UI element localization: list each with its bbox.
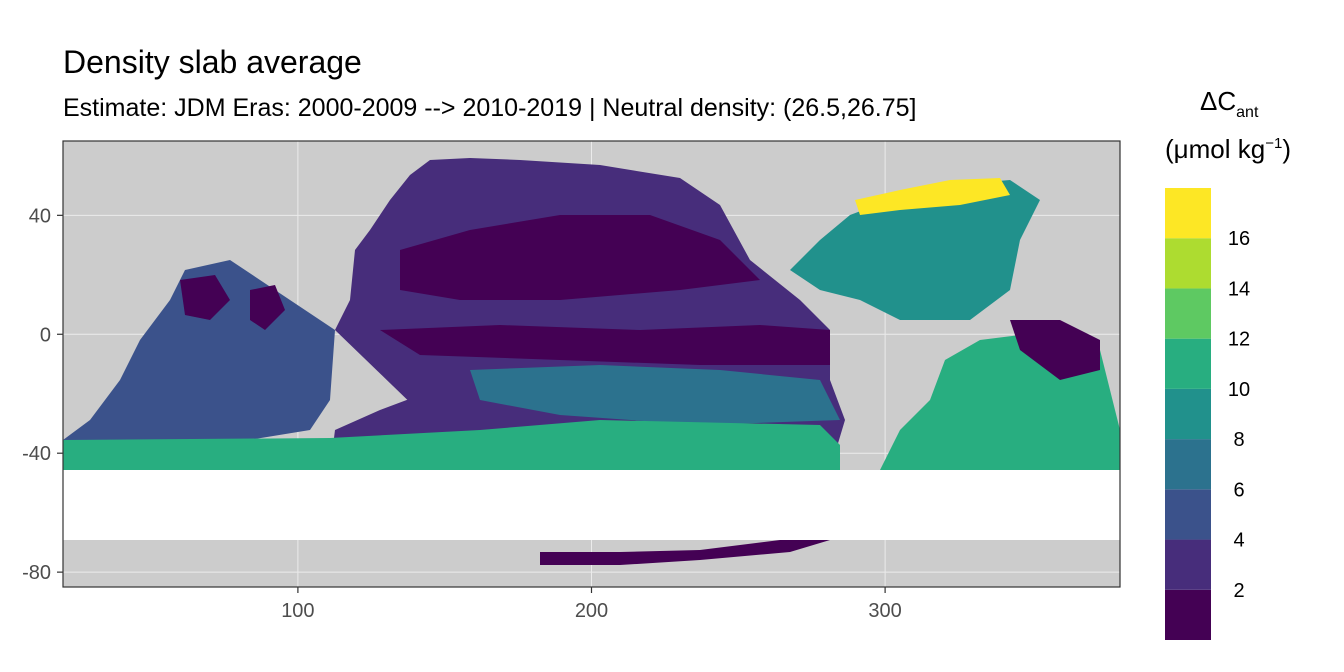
legend-break-label: 16 [1228, 228, 1250, 250]
y-tick-label: 0 [40, 324, 51, 346]
legend-color-bin [1165, 439, 1211, 490]
legend-color-bin [1165, 188, 1211, 239]
legend-break-label: 4 [1233, 530, 1244, 552]
north-atlantic-high-latitude-region [855, 178, 1010, 215]
legend-color-bin [1165, 539, 1211, 590]
chart-title: Density slab average [63, 44, 362, 80]
legend-break-label: 8 [1233, 429, 1244, 451]
x-tick-label: 100 [281, 600, 314, 622]
map-panel [63, 141, 1120, 587]
legend-break-label: 14 [1228, 278, 1250, 300]
ocean-data-layer [63, 158, 1120, 565]
legend-break-label: 6 [1233, 479, 1244, 501]
legend-unit-pre: (μmol kg [1165, 134, 1266, 164]
legend-unit: (μmol kg−1) [1165, 134, 1291, 165]
north-pacific-subtropical-region [400, 215, 760, 300]
y-tick-label: -80 [22, 562, 51, 584]
legend-color-bin [1165, 288, 1211, 339]
southern-band-region [63, 420, 840, 470]
legend-title: ΔCant [1200, 86, 1258, 122]
arabian-sea-region [180, 275, 230, 320]
south-pacific-subtropical-region [470, 365, 840, 425]
legend-title-main: ΔC [1200, 86, 1237, 116]
legend-color-bin [1165, 489, 1211, 540]
y-tick-label: -40 [22, 443, 51, 465]
x-tick-label: 300 [868, 600, 901, 622]
legend-unit-post: ) [1282, 134, 1291, 164]
legend-color-bin [1165, 338, 1211, 389]
southern-ocean-margin-region [540, 520, 870, 565]
legend-break-label: 10 [1228, 379, 1250, 401]
legend-color-bin [1165, 238, 1211, 289]
equatorial-pacific-region [380, 325, 830, 365]
legend: 2 4 6 8 10 12 14 16 [1165, 188, 1250, 640]
legend-color-bin [1165, 388, 1211, 440]
no-data-band [63, 470, 1120, 540]
y-tick-label: 40 [29, 205, 51, 227]
legend-break-label: 2 [1233, 580, 1244, 602]
chart-subtitle: Estimate: JDM Eras: 2000-2009 --> 2010-2… [63, 94, 917, 122]
legend-break-label: 12 [1228, 329, 1250, 351]
legend-title-subscript: ant [1236, 104, 1259, 121]
bay-of-bengal-region [250, 285, 285, 330]
tropical-atlantic-region [1010, 320, 1100, 380]
north-atlantic-region [790, 180, 1040, 320]
legend-unit-sup: −1 [1265, 135, 1283, 152]
x-tick-label: 200 [575, 600, 608, 622]
legend-color-bin [1165, 589, 1211, 640]
